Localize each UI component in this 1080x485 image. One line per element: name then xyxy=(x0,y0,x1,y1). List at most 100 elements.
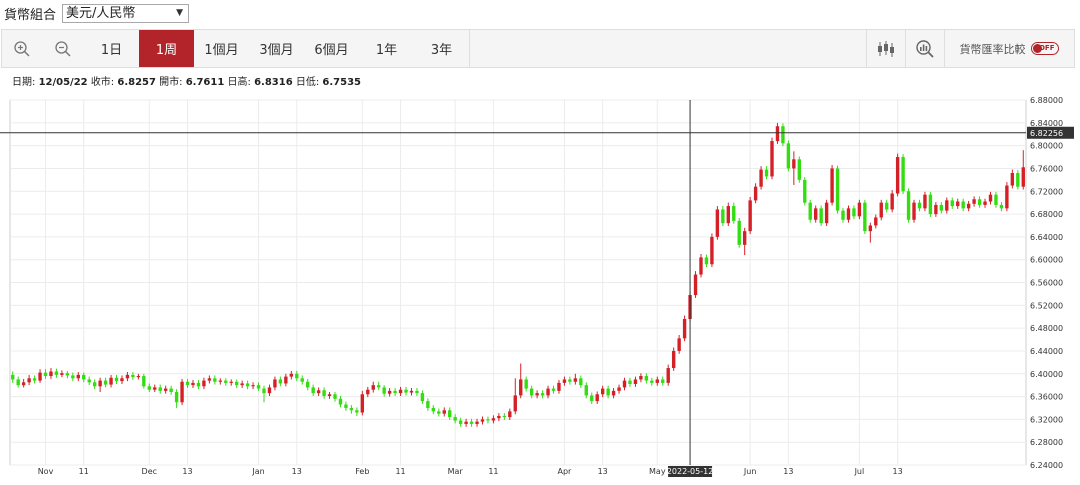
currency-pair-select[interactable]: 美元/人民幣 ▼ xyxy=(62,3,190,23)
candle-body xyxy=(420,393,425,402)
candle-body xyxy=(535,393,539,396)
x-tick-label: Dec xyxy=(142,467,157,476)
candle-body xyxy=(442,410,446,414)
candle-body xyxy=(289,373,294,377)
candle-body xyxy=(584,385,588,396)
candle-body xyxy=(409,390,414,393)
candle-body xyxy=(349,407,354,411)
candle-body xyxy=(448,410,452,418)
range-1m-button[interactable]: 1個月 xyxy=(204,43,239,58)
candle-body xyxy=(759,169,763,187)
candle-body xyxy=(977,199,982,205)
range-6m-button[interactable]: 6個月 xyxy=(314,43,349,58)
candle-body xyxy=(278,379,283,384)
zoom-in-button[interactable] xyxy=(2,30,42,67)
candle-body xyxy=(322,390,326,396)
candle-body xyxy=(43,372,48,377)
candle-body xyxy=(311,387,315,394)
candle-body xyxy=(775,126,780,142)
x-tick-label: 11 xyxy=(488,467,498,476)
y-tick-label: 6.88000 xyxy=(1030,96,1063,105)
high-label: 日高: xyxy=(227,77,251,88)
crosshair-y-label: 6.82256 xyxy=(1030,129,1063,138)
candlestick-chart[interactable]: 6.88000 6.84000 6.80000 6.76000 6.72000 6.680… xyxy=(0,90,1080,485)
candle-body xyxy=(202,380,206,387)
candlestick-button[interactable] xyxy=(867,30,905,67)
candle-body xyxy=(966,203,971,209)
x-tick-label: May xyxy=(649,467,666,476)
candle-body xyxy=(934,204,938,215)
candle-body xyxy=(830,168,834,203)
y-tick-label: 6.40000 xyxy=(1030,370,1063,379)
candle-body xyxy=(224,380,228,383)
zoom-out-button[interactable] xyxy=(42,30,84,67)
range-1d-button[interactable]: 1日 xyxy=(100,43,123,58)
candle-body xyxy=(125,374,130,379)
range-3y-button[interactable]: 3年 xyxy=(430,43,453,58)
currency-compare-control[interactable]: 貨幣匯率比較 OFF xyxy=(945,30,1073,67)
candle-body xyxy=(174,392,179,403)
range-3m-button[interactable]: 3個月 xyxy=(259,43,294,58)
x-tick-label: 13 xyxy=(182,467,192,476)
candle-body xyxy=(147,386,151,390)
toolbar-divider xyxy=(866,30,867,67)
x-tick-label: Jun xyxy=(743,467,757,476)
candle-body xyxy=(786,143,791,169)
candle-body xyxy=(316,390,321,394)
candle-body xyxy=(753,186,758,201)
range-1w-button[interactable]: 1周 xyxy=(139,30,194,67)
candle-body xyxy=(721,209,725,224)
candle-body xyxy=(792,159,796,169)
close-value: 6.8257 xyxy=(117,77,156,88)
y-tick-label: 6.60000 xyxy=(1030,256,1063,265)
x-tick-label: 13 xyxy=(292,467,302,476)
candle-body xyxy=(562,379,567,383)
x-tick-label: Apr xyxy=(558,467,573,476)
candle-body xyxy=(32,378,37,381)
candle-body xyxy=(846,208,851,220)
low-label: 日低: xyxy=(295,77,320,88)
candle-body xyxy=(284,376,288,384)
toggle-knob xyxy=(1032,44,1042,53)
candle-body xyxy=(458,420,463,424)
candle-body xyxy=(382,387,386,394)
candle-body xyxy=(327,394,332,396)
y-tick-label: 6.32000 xyxy=(1030,415,1063,424)
candle-body xyxy=(972,199,976,204)
candle-body xyxy=(1010,173,1015,186)
candle-body xyxy=(508,411,512,418)
candle-body xyxy=(245,383,250,387)
y-tick-label: 6.52000 xyxy=(1030,301,1063,310)
chart-toolbar: 1日 1周 1個月 3個月 6個月 1年 3年 貨幣匯率比較 OFF xyxy=(1,29,1075,68)
candle-body xyxy=(103,380,108,385)
y-tick-label: 6.80000 xyxy=(1030,142,1063,151)
candle-body xyxy=(234,381,239,386)
high-value: 6.8316 xyxy=(254,77,293,88)
compare-toggle[interactable]: OFF xyxy=(1030,42,1059,55)
candle-body xyxy=(180,381,184,403)
candle-body xyxy=(639,376,643,380)
candle-body xyxy=(306,381,310,388)
candle-body xyxy=(835,168,840,211)
candle-body xyxy=(398,389,403,394)
candle-body xyxy=(49,371,53,377)
y-tick-label: 6.64000 xyxy=(1030,233,1063,242)
currency-pair-value: 美元/人民幣 xyxy=(66,5,136,21)
crosshair-x-badge xyxy=(668,466,713,477)
candle-body xyxy=(196,382,201,387)
crosshair-x-label: 2022-05-12 xyxy=(667,467,714,476)
candle-body xyxy=(38,372,42,381)
y-tick-label: 6.56000 xyxy=(1030,279,1063,288)
candle-body xyxy=(595,394,599,402)
candle-body xyxy=(1005,185,1009,209)
candle-body xyxy=(251,385,255,387)
range-1y-button[interactable]: 1年 xyxy=(375,43,398,58)
analysis-button[interactable] xyxy=(906,30,944,67)
candle-body xyxy=(988,194,993,202)
candle-body xyxy=(557,382,561,391)
candle-body xyxy=(360,394,365,413)
candle-body xyxy=(737,220,741,245)
candle-body xyxy=(497,415,501,419)
candle-body xyxy=(666,368,670,383)
candle-body xyxy=(890,193,894,210)
